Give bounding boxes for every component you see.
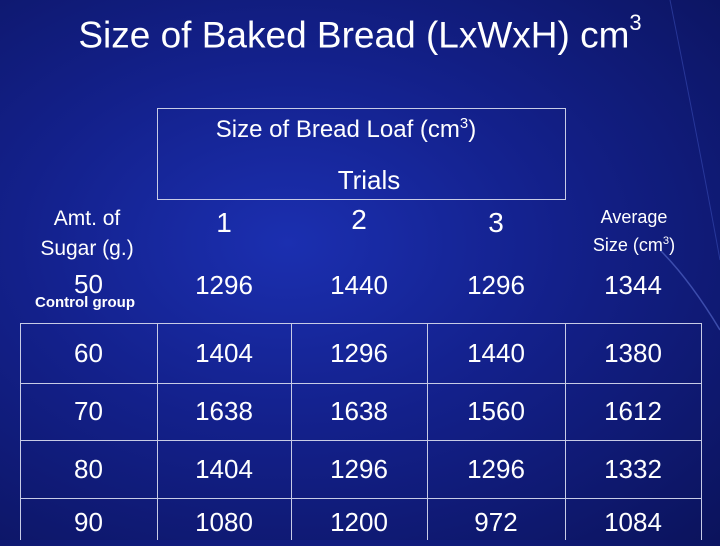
column-divider: [20, 323, 21, 540]
trial-1-cell: 1080: [195, 506, 253, 537]
trial-3-cell: 1296: [467, 453, 525, 484]
average-cell: 1344: [604, 269, 662, 300]
control-group-note: Control group: [35, 294, 135, 311]
trial-3-cell: 972: [474, 506, 518, 537]
trial-2-cell: 1200: [330, 506, 388, 537]
average-header: Average Size (cm3): [592, 207, 676, 255]
sugar-cell: 70: [74, 396, 103, 426]
trial-2-cell: 1296: [330, 453, 388, 484]
background-streak-decoration: [660, 0, 720, 331]
trial-3-cell: 1560: [467, 396, 525, 426]
sugar-cell: 90: [74, 506, 103, 537]
column-divider: [291, 323, 292, 540]
row-divider: [20, 440, 702, 441]
column-divider: [701, 323, 702, 540]
trial-1-cell: 1638: [195, 396, 253, 426]
group-header-box: [157, 108, 566, 200]
trial-header-2: 2: [351, 204, 367, 235]
average-cell: 1332: [604, 453, 662, 484]
group-header: Size of Bread Loaf (cm3): [215, 116, 477, 143]
trial-3-cell: 1296: [467, 269, 525, 300]
average-cell: 1612: [604, 396, 662, 426]
trial-2-cell: 1296: [330, 337, 388, 368]
average-cell: 1380: [604, 337, 662, 368]
column-divider: [565, 323, 566, 540]
column-divider: [157, 323, 158, 540]
column-divider: [427, 323, 428, 540]
page-title: Size of Baked Bread (LxWxH) cm3: [78, 10, 642, 56]
trial-1-cell: 1404: [195, 453, 253, 484]
trial-1-cell: 1296: [195, 269, 253, 300]
trial-3-cell: 1440: [467, 337, 525, 368]
sugar-header: Amt. of Sugar (g.): [40, 207, 134, 260]
average-cell: 1084: [604, 506, 662, 537]
trial-1-cell: 1404: [195, 337, 253, 368]
row-divider: [20, 383, 702, 384]
row-divider: [20, 498, 702, 499]
trial-2-cell: 1440: [330, 269, 388, 300]
sugar-cell: 60: [74, 337, 103, 368]
sugar-cell: 50: [74, 269, 103, 299]
trial-header-3: 3: [488, 207, 504, 238]
sugar-cell: 80: [74, 453, 103, 484]
trials-label: Trials: [337, 165, 401, 195]
row-divider: [20, 323, 702, 324]
trial-header-1: 1: [216, 207, 232, 238]
trial-2-cell: 1638: [330, 396, 388, 426]
